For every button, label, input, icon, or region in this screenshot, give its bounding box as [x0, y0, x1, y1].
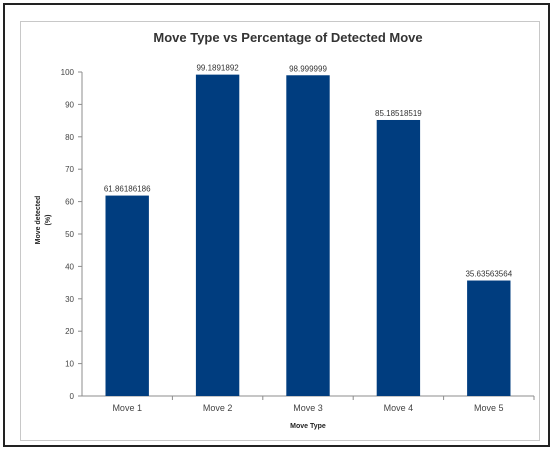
- y-tick-label: 80: [65, 133, 74, 142]
- data-label: 98.999999: [289, 64, 327, 73]
- x-tick-label: Move 5: [474, 403, 504, 413]
- y-tick-label: 100: [61, 68, 75, 77]
- chart-title: Move Type vs Percentage of Detected Move: [153, 30, 422, 45]
- x-tick-label: Move 2: [203, 403, 233, 413]
- x-tick-label: Move 3: [293, 403, 323, 413]
- y-axis-title: Move detected (%): [35, 196, 52, 245]
- data-label: 99.1891892: [196, 64, 239, 73]
- bar: [105, 195, 149, 396]
- y-tick-label: 70: [65, 165, 74, 174]
- y-axis-title-line-1: Move detected: [35, 196, 42, 245]
- y-tick-label: 60: [65, 198, 74, 207]
- y-tick-label: 40: [65, 262, 74, 271]
- y-tick-label: 20: [65, 327, 74, 336]
- y-tick-label: 10: [65, 360, 74, 369]
- data-label: 85.18518519: [375, 109, 422, 118]
- data-label: 61.86186186: [104, 185, 151, 194]
- x-tick-label: Move 4: [384, 403, 414, 413]
- bar: [376, 119, 421, 396]
- bar: [286, 75, 330, 396]
- y-tick-label: 0: [70, 392, 75, 401]
- y-tick-label: 30: [65, 295, 74, 304]
- data-label: 35.63563564: [465, 270, 512, 279]
- bar: [467, 280, 511, 396]
- x-axis-title: Move Type: [290, 423, 326, 430]
- y-axis-title-line-2: (%): [45, 215, 52, 226]
- plot-area: 0 10 20 30 40 50 60 70 80 90 100 61.86186186 Move 1 9…: [61, 64, 535, 413]
- bar: [195, 74, 240, 397]
- y-tick-label: 50: [65, 230, 74, 239]
- y-tick-label: 90: [65, 100, 74, 109]
- x-tick-label: Move 1: [112, 403, 142, 413]
